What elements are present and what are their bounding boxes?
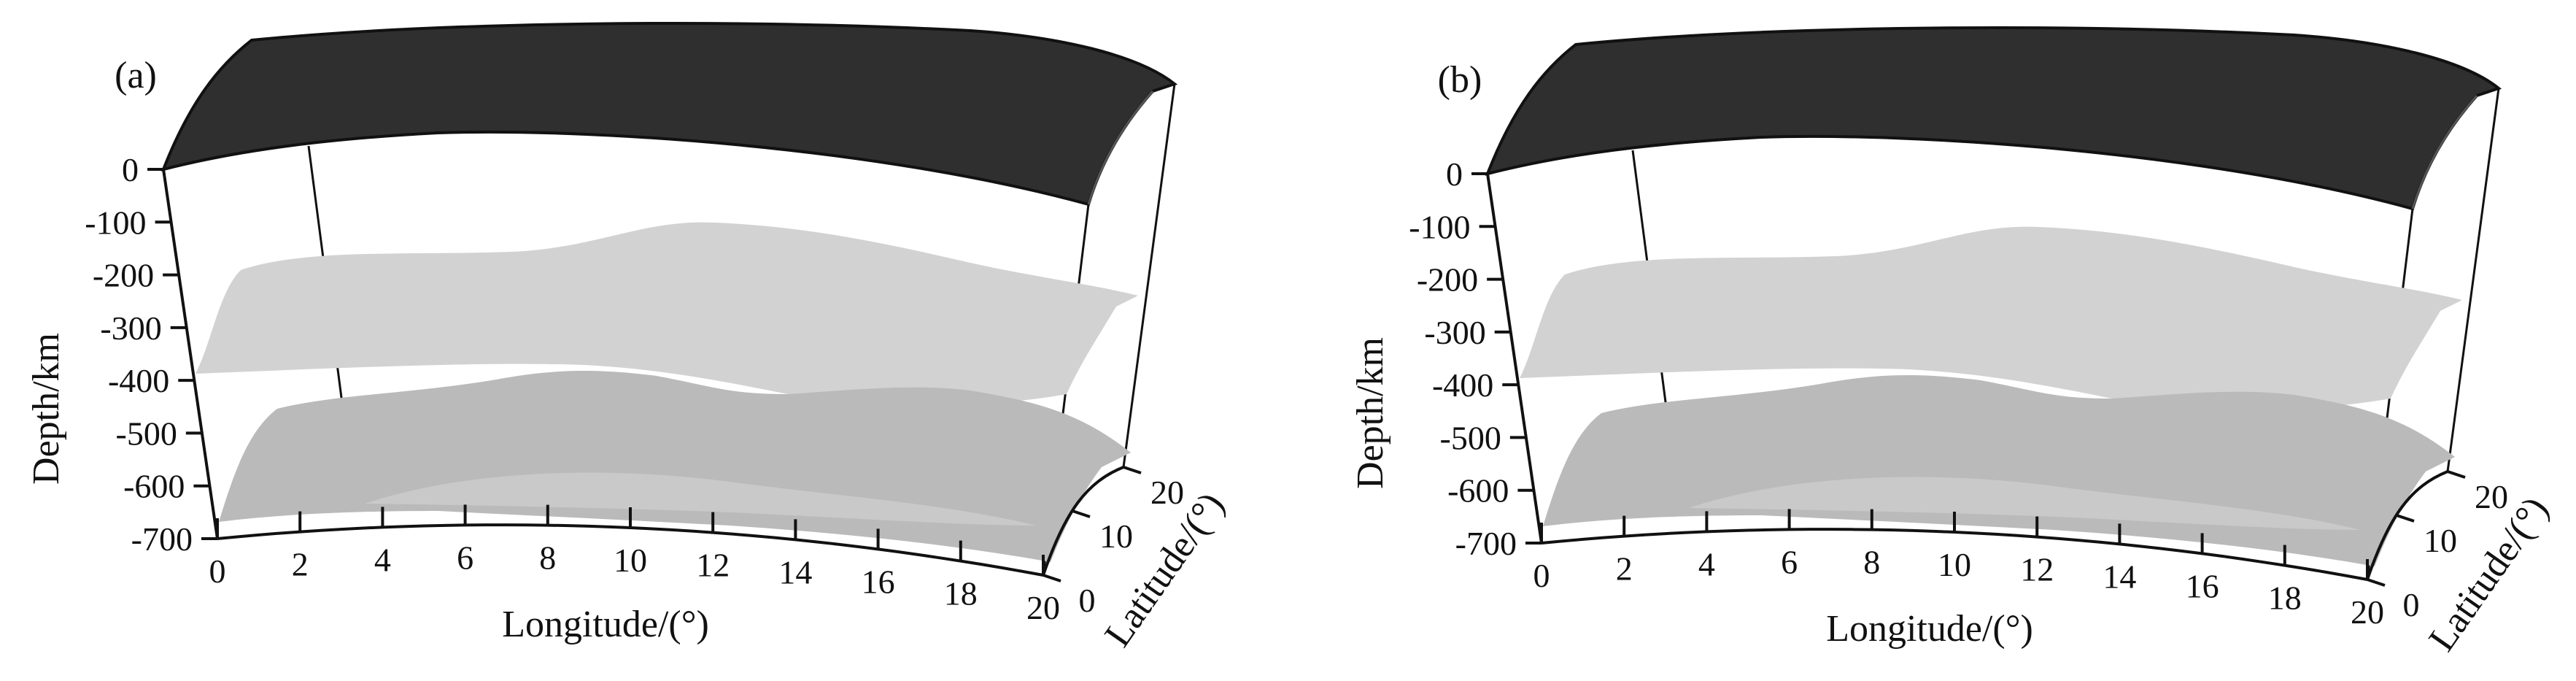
latitude-tick-label: 20 xyxy=(1150,474,1184,511)
right-back-edge-line xyxy=(1122,83,1176,468)
lower-discontinuity-surface xyxy=(1543,375,2455,566)
longitude-tick-label: 0 xyxy=(1533,557,1550,594)
depth-axis-title: Depth/km xyxy=(1350,337,1391,489)
panel-label: (a) xyxy=(115,55,157,96)
panel-b: 0 -100 -200 -300 -400 -500 -600 -700 Depth/km 0 2 4… xyxy=(1350,26,2557,658)
top-surface-rim xyxy=(1087,91,1154,205)
depth-tick-label: -300 xyxy=(100,309,161,347)
longitude-tick-label: 4 xyxy=(374,541,391,578)
upper-discontinuity-surface xyxy=(196,222,1138,405)
latitude-tick-mark xyxy=(2396,514,2415,523)
depth-tick-label: 0 xyxy=(122,151,139,188)
longitude-tick-label: 12 xyxy=(2020,551,2054,588)
longitude-tick-label: 18 xyxy=(2268,580,2302,617)
right-back-edge-line xyxy=(2446,88,2500,472)
longitude-tick-label: 4 xyxy=(1698,545,1715,582)
longitude-tick-label: 12 xyxy=(696,547,730,584)
depth-tick-label: -400 xyxy=(108,362,169,399)
lower-surface-highlight xyxy=(365,472,1036,526)
latitude-tick-label: 10 xyxy=(1099,518,1133,555)
latitude-tick-label: 0 xyxy=(2403,586,2420,623)
longitude-tick-label: 8 xyxy=(539,539,556,577)
depth-tick-label: -100 xyxy=(1409,208,1470,245)
longitude-tick-label: 20 xyxy=(1026,589,1060,626)
depth-tick-label: -700 xyxy=(1455,525,1517,562)
depth-tick-label: -200 xyxy=(1417,261,1478,299)
top-surface-rim xyxy=(2411,95,2478,209)
depth-axis-title: Depth/km xyxy=(26,333,67,485)
latitude-axis-line xyxy=(1042,466,1124,576)
longitude-axis-title: Longitude/(°) xyxy=(502,604,709,645)
depth-tick-label: 0 xyxy=(1446,155,1463,193)
longitude-axis-title: Longitude/(°) xyxy=(1826,608,2033,650)
depth-tick-label: -500 xyxy=(1440,419,1501,456)
longitude-tick-label: 2 xyxy=(1616,550,1633,588)
lower-discontinuity-surface xyxy=(219,371,1131,562)
longitude-tick-label: 20 xyxy=(2351,593,2384,631)
latitude-tick-label: 20 xyxy=(2475,478,2508,515)
latitude-tick-label: 10 xyxy=(2424,522,2457,559)
longitude-tick-label: 2 xyxy=(292,546,309,583)
top-surface-layer xyxy=(160,22,1178,207)
latitude-tick-mark xyxy=(1123,466,1142,474)
longitude-tick-label: 0 xyxy=(209,553,226,590)
depth-tick-label: -100 xyxy=(85,204,146,241)
longitude-tick-label: 18 xyxy=(944,575,978,612)
upper-discontinuity-surface xyxy=(1520,226,2462,409)
lower-surface-highlight xyxy=(1689,477,2360,530)
top-surface-layer xyxy=(1485,26,2502,211)
depth-tick-label: -400 xyxy=(1432,366,1493,404)
depth-tick-label: -700 xyxy=(131,520,193,558)
longitude-tick-label: 16 xyxy=(2186,567,2219,604)
depth-axis-line xyxy=(162,169,219,539)
latitude-tick-mark xyxy=(1072,509,1091,518)
longitude-tick-label: 8 xyxy=(1863,544,1880,581)
longitude-tick-label: 10 xyxy=(1938,546,1971,583)
depth-tick-label: -500 xyxy=(116,415,177,452)
longitude-tick-label: 6 xyxy=(457,539,473,576)
latitude-tick-mark xyxy=(1043,574,1061,582)
depth-tick-label: -300 xyxy=(1424,314,1485,351)
depth-tick-label: -200 xyxy=(93,257,154,294)
depth-tick-label: -600 xyxy=(123,468,185,505)
latitude-tick-label: 0 xyxy=(1079,582,1096,619)
panel-label: (b) xyxy=(1438,59,1482,101)
depth-tick-label: -600 xyxy=(1447,472,1509,509)
panel-a: 0 -100 -200 -300 -400 -500 -600 -700 Depth/km 0 2 4… xyxy=(26,22,1233,654)
depth-axis-line xyxy=(1486,173,1543,544)
longitude-tick-label: 6 xyxy=(1781,543,1798,580)
longitude-tick-label: 14 xyxy=(2103,558,2136,595)
latitude-tick-mark xyxy=(2447,470,2466,479)
longitude-tick-label: 14 xyxy=(778,553,812,590)
latitude-tick-mark xyxy=(2367,578,2386,587)
latitude-axis-line xyxy=(2366,470,2448,580)
longitude-tick-label: 10 xyxy=(614,542,647,579)
longitude-tick-label: 16 xyxy=(862,563,895,600)
